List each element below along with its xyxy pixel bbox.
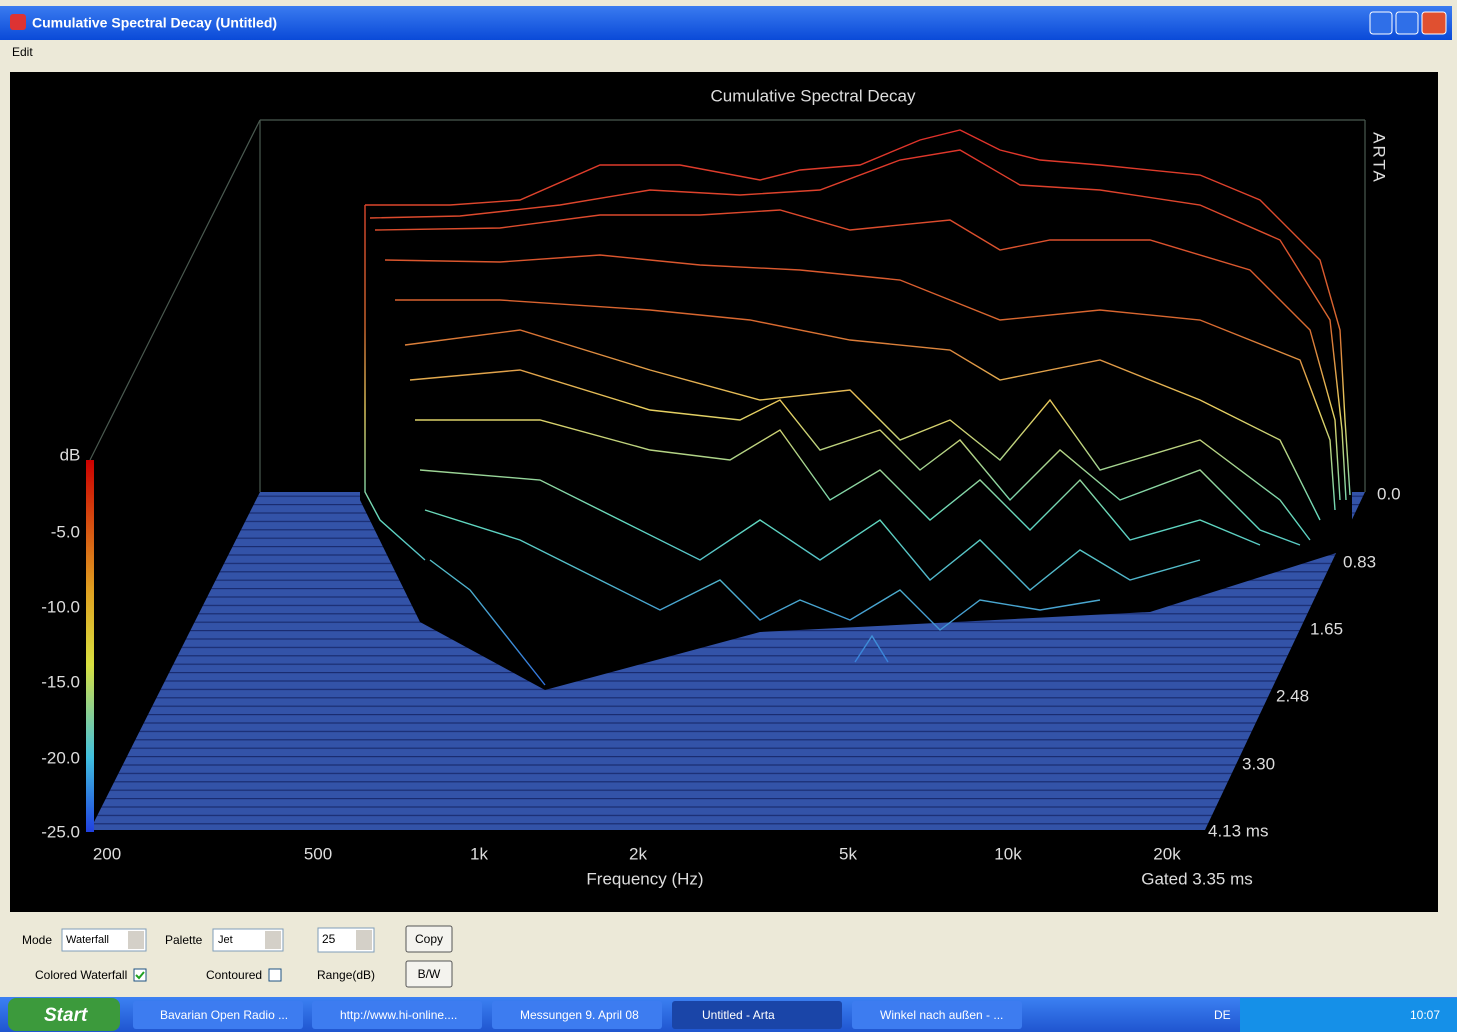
- title-bar: [0, 6, 1452, 40]
- watermark-text: ARTA: [1370, 132, 1389, 184]
- contoured-label: Contoured: [206, 968, 262, 982]
- controls: Mode Waterfall Palette Jet 25 Copy B/W C…: [22, 925, 453, 988]
- slice: [854, 634, 889, 663]
- task-button-active[interactable]: [672, 1001, 842, 1029]
- close-button[interactable]: [1421, 11, 1447, 35]
- slice: [364, 205, 426, 561]
- slice: [409, 369, 1301, 546]
- start-label: Start: [44, 1005, 88, 1026]
- task-label: Untitled - Arta: [702, 1008, 775, 1022]
- contoured-checkbox[interactable]: [268, 968, 282, 982]
- y-tick-label: -5.0: [51, 522, 80, 541]
- color-bar: [86, 460, 94, 832]
- waterfall: [364, 129, 1351, 686]
- x-axis-label: Frequency (Hz): [586, 869, 703, 888]
- bw-button[interactable]: [405, 960, 453, 988]
- freq-axis: 200 500 1k 2k 5k 10k 20k Frequency (Hz) …: [93, 844, 1253, 888]
- watermark: ARTA: [1370, 132, 1389, 184]
- plot-title: Cumulative Spectral Decay: [710, 86, 916, 105]
- range-label: Range(dB): [317, 968, 375, 982]
- dropdown-arrow[interactable]: [265, 931, 281, 949]
- y-tick-label: -20.0: [41, 748, 80, 767]
- task-button[interactable]: [492, 1001, 662, 1029]
- y-tick-label: -10.0: [41, 597, 80, 616]
- time-tick-label: 4.13 ms: [1208, 821, 1268, 840]
- y-axis: dB -5.0 -10.0 -15.0 -20.0 -25.0: [41, 445, 80, 841]
- x-tick-label: 1k: [470, 844, 488, 863]
- y-axis-label: dB: [60, 445, 81, 464]
- y-tick-label: -15.0: [41, 672, 80, 691]
- slice: [374, 209, 1341, 501]
- waterfall-shadow: [360, 122, 1352, 690]
- y-tick-label: -25.0: [41, 822, 80, 841]
- slice: [365, 129, 1351, 496]
- slice: [395, 299, 1321, 521]
- palette-label: Palette: [165, 933, 203, 947]
- slice: [419, 469, 1201, 591]
- task-label: Winkel nach außen - ...: [880, 1008, 1003, 1022]
- slice: [369, 149, 1347, 501]
- time-tick-label: 0.0: [1377, 484, 1401, 503]
- dropdown-arrow[interactable]: [128, 931, 144, 949]
- mode-value: Waterfall: [66, 934, 109, 946]
- time-tick-label: 1.65: [1310, 619, 1343, 638]
- task-button[interactable]: [852, 1001, 1022, 1029]
- copy-button[interactable]: [405, 925, 453, 953]
- check-mark: [135, 971, 145, 980]
- palette-value: Jet: [218, 934, 233, 946]
- minimize-button[interactable]: [1369, 11, 1393, 35]
- task-items: Bavarian Open Radio ... http://www.hi-on…: [133, 1001, 1022, 1029]
- colored-label: Colored Waterfall: [35, 968, 127, 982]
- slice: [404, 329, 1311, 541]
- gate-note: Gated 3.35 ms: [1141, 869, 1253, 888]
- bw-label: B/W: [418, 967, 441, 981]
- range-value: 25: [322, 932, 336, 946]
- plot-box: [89, 119, 1366, 492]
- x-tick-label: 500: [304, 844, 332, 863]
- copy-label: Copy: [415, 932, 443, 946]
- mode-select[interactable]: [61, 928, 147, 952]
- x-tick-label: 20k: [1153, 844, 1181, 863]
- mode-label: Mode: [22, 933, 52, 947]
- system-tray: [1240, 998, 1457, 1032]
- time-tick-label: 2.48: [1276, 686, 1309, 705]
- x-tick-label: 10k: [994, 844, 1022, 863]
- start-button[interactable]: [8, 998, 120, 1031]
- task-label: Bavarian Open Radio ...: [160, 1008, 288, 1022]
- x-tick-label: 5k: [839, 844, 857, 863]
- clock: 10:07: [1410, 1008, 1440, 1022]
- time-axis: 0.0 0.83 1.65 2.48 3.30 4.13 ms: [1208, 484, 1401, 840]
- slice: [424, 509, 1101, 631]
- time-tick-label: 3.30: [1242, 754, 1275, 773]
- slice: [429, 559, 546, 686]
- box-edge: [89, 119, 261, 461]
- task-label: Messungen 9. April 08: [520, 1008, 639, 1022]
- x-tick-label: 2k: [629, 844, 647, 863]
- app-icon: [10, 14, 26, 30]
- task-label: http://www.hi-online....: [340, 1008, 457, 1022]
- x-tick-label: 200: [93, 844, 121, 863]
- colored-checkbox[interactable]: [133, 968, 147, 982]
- spin-buttons[interactable]: [356, 930, 372, 950]
- menu-item[interactable]: Edit: [12, 45, 33, 59]
- slice: [415, 419, 1261, 546]
- window-title: Cumulative Spectral Decay (Untitled): [32, 15, 277, 31]
- slice: [384, 254, 1336, 511]
- task-button[interactable]: [312, 1001, 482, 1029]
- maximize-button[interactable]: [1395, 11, 1419, 35]
- language-indicator[interactable]: DE: [1214, 1008, 1231, 1022]
- time-tick-label: 0.83: [1343, 552, 1376, 571]
- task-button[interactable]: [133, 1001, 303, 1029]
